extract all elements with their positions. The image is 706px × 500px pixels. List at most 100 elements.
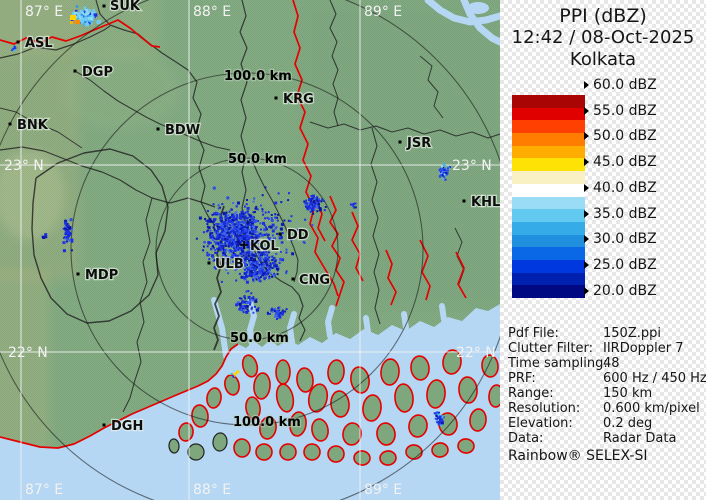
city-marker-dot	[102, 4, 106, 8]
radar-map-svg: 100.0 km 50.0 km 50.0 km 100.0 km 87° E 87° E…	[0, 0, 500, 500]
metadata-label: Range:	[508, 386, 554, 401]
echo-cluster	[303, 194, 327, 215]
city-marker-dot	[278, 232, 282, 236]
legend-arrow-icon	[584, 106, 589, 115]
city-marker-dot	[207, 261, 211, 265]
echo-cluster	[266, 306, 288, 320]
city-marker-dot	[274, 96, 278, 100]
legend-label: 20.0 dBZ	[584, 284, 657, 298]
city-label: BDW	[165, 123, 200, 138]
legend-arrow-icon	[584, 261, 589, 270]
metadata-value: 150Z.ppi	[603, 326, 661, 341]
longitude-label-bottom: 88° E	[193, 482, 231, 498]
legend-arrow-icon	[584, 209, 589, 218]
latitude-label-right: 22° N	[456, 345, 496, 361]
longitude-label-bottom: 89° E	[364, 482, 402, 498]
legend-color-block	[512, 285, 585, 298]
metadata-value: IIRDoppler 7	[603, 341, 684, 356]
longitude-label-top: 87° E	[25, 4, 63, 20]
metadata-label: Resolution:	[508, 401, 581, 416]
legend-color-block	[512, 95, 585, 108]
legend-arrow-icon	[584, 158, 589, 167]
legend-arrow-icon	[584, 183, 589, 192]
metadata-value: 0.600 km/pixel	[603, 401, 700, 416]
radar-echo-layer	[11, 5, 451, 427]
legend-color-block	[512, 259, 585, 273]
latitude-label-right: 23° N	[452, 158, 492, 174]
metadata-row: Pdf File: 150Z.ppi	[508, 326, 700, 341]
metadata-row: Elevation: 0.2 deg	[508, 416, 700, 431]
red-borders	[0, 0, 467, 449]
legend-color-block	[512, 196, 585, 210]
legend-color-block	[512, 183, 585, 197]
metadata-label: Pdf File:	[508, 326, 559, 341]
legend-label: 25.0 dBZ	[584, 258, 657, 272]
range-ring-label: 50.0 km	[230, 331, 289, 346]
city-marker-dot	[73, 69, 77, 73]
range-ring-label: 100.0 km	[233, 415, 301, 430]
latlon-grid	[0, 0, 500, 500]
city-label: DGH	[111, 419, 143, 434]
metadata-row: Clutter Filter: IIRDoppler 7	[508, 341, 700, 356]
product-title: PPI (dBZ)	[559, 5, 647, 27]
info-sidebar: PPI (dBZ) 12:42 / 08-Oct-2025 Kolkata 60…	[500, 0, 706, 500]
legend-color-block	[512, 221, 585, 235]
legend-color-block	[512, 158, 585, 172]
island-layer	[168, 349, 500, 466]
radar-map-panel: 100.0 km 50.0 km 50.0 km 100.0 km 87° E 87° E…	[0, 0, 500, 500]
metadata-label: Elevation:	[508, 416, 573, 431]
echo-cluster	[11, 45, 17, 52]
city-marker-dot	[462, 199, 466, 203]
longitude-label-top: 89° E	[364, 4, 402, 20]
timestamp: 12:42 / 08-Oct-2025	[511, 27, 695, 48]
metadata-label: Time sampling:	[508, 356, 608, 371]
metadata-value: 150 km	[603, 386, 653, 401]
legend-color-block	[512, 234, 585, 248]
legend-color-block	[512, 133, 585, 146]
metadata-value: 0.2 deg	[603, 416, 653, 431]
city-marker-dot	[398, 140, 402, 144]
city-label: CNG	[299, 273, 330, 288]
city-marker-dot	[76, 272, 80, 276]
latitude-label-left: 23° N	[4, 158, 44, 174]
metadata-value: Radar Data	[603, 431, 677, 446]
metadata-row: PRF: 600 Hz / 450 Hz	[508, 371, 706, 386]
city-label: SUK	[110, 0, 141, 14]
city-label: JSR	[406, 136, 431, 151]
legend-label: 60.0 dBZ	[584, 78, 657, 92]
legend-color-block	[512, 272, 585, 286]
metadata-row: Resolution: 0.600 km/pixel	[508, 401, 700, 416]
legend-color-block	[512, 145, 585, 159]
legend-color-block	[512, 120, 585, 134]
longitude-label-top: 88° E	[193, 4, 231, 20]
range-ring-label: 100.0 km	[224, 69, 292, 84]
legend-color-block	[512, 171, 585, 184]
legend-arrow-icon	[584, 286, 589, 295]
range-ring-label: 50.0 km	[228, 152, 287, 167]
city-marker-dot	[16, 40, 20, 44]
echo-cluster	[349, 202, 357, 209]
legend-label: 50.0 dBZ	[584, 129, 657, 143]
echo-cluster	[438, 163, 451, 181]
metadata-row: Range: 150 km	[508, 386, 700, 401]
metadata-label: Data:	[508, 431, 544, 446]
city-label: MDP	[85, 268, 118, 283]
city-marker-dot	[102, 423, 106, 427]
city-label: DD	[287, 228, 309, 243]
echo-cluster	[195, 186, 314, 283]
legend-color-block	[512, 247, 585, 260]
legend-arrow-icon	[584, 132, 589, 141]
city-marker-dot	[8, 122, 12, 126]
city-label: KOL	[250, 239, 279, 254]
legend-label: 40.0 dBZ	[584, 181, 657, 195]
range-rings	[0, 0, 500, 500]
city-marker-cross	[240, 241, 248, 249]
city-label: BNK	[17, 118, 49, 133]
city-label: KRG	[283, 92, 314, 107]
latitude-label-left: 22° N	[8, 345, 48, 361]
metadata-table: Pdf File: 150Z.ppi Clutter Filter: IIRDoppl…	[508, 326, 706, 446]
city-label: DGP	[82, 65, 113, 80]
metadata-row: Data: Radar Data	[508, 431, 700, 446]
legend-arrow-icon	[584, 81, 589, 89]
